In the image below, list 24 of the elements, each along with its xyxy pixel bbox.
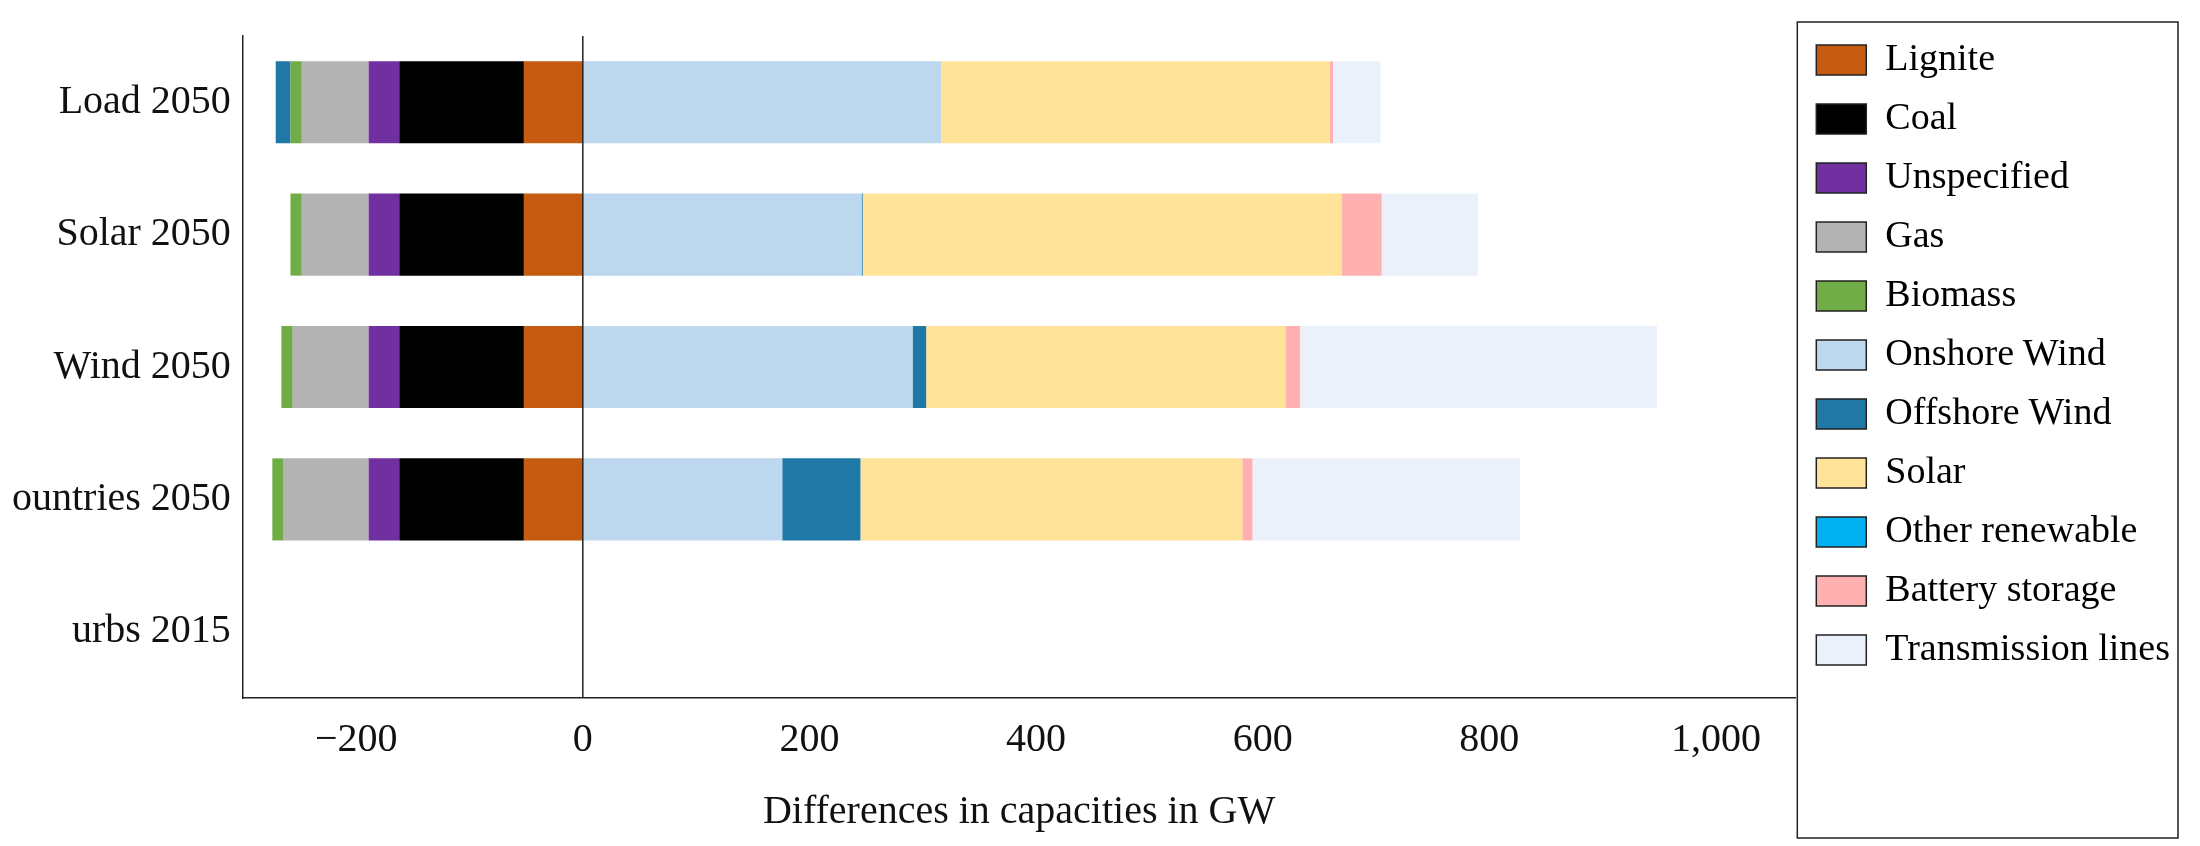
legend-label: Battery storage — [1885, 566, 2117, 609]
legend-label: Solar — [1885, 448, 1966, 491]
y-tick-label: urbs 2015 — [71, 606, 231, 652]
legend-label: Lignite — [1885, 35, 1996, 78]
legend-label: Onshore Wind — [1885, 330, 2106, 373]
x-tick-label: 800 — [1459, 714, 1520, 760]
y-tick-label: Load 2050 — [58, 76, 231, 122]
x-tick-label: 0 — [572, 714, 593, 760]
x-tick-label: 200 — [779, 714, 840, 760]
legend-label: Coal — [1885, 94, 1958, 137]
y-tick-label: Solar 2050 — [56, 209, 231, 255]
legend-label: Other renewable — [1885, 507, 2138, 550]
x-axis-title: Differences in capacities in GW — [762, 786, 1276, 832]
legend-label: Gas — [1885, 212, 1945, 255]
y-tick-label: Wind 2050 — [53, 341, 231, 387]
x-tick-label: −200 — [314, 714, 398, 760]
legend-label: Transmission lines — [1885, 625, 2170, 668]
x-tick-label: 400 — [1006, 714, 1067, 760]
y-tick-label: ountries 2050 — [11, 473, 231, 519]
x-tick-label: 1,000 — [1670, 714, 1761, 760]
legend-label: Unspecified — [1885, 153, 2069, 196]
x-tick-label: 600 — [1232, 714, 1293, 760]
legend-label: Offshore Wind — [1885, 389, 2112, 432]
legend-label: Biomass — [1885, 271, 2017, 314]
